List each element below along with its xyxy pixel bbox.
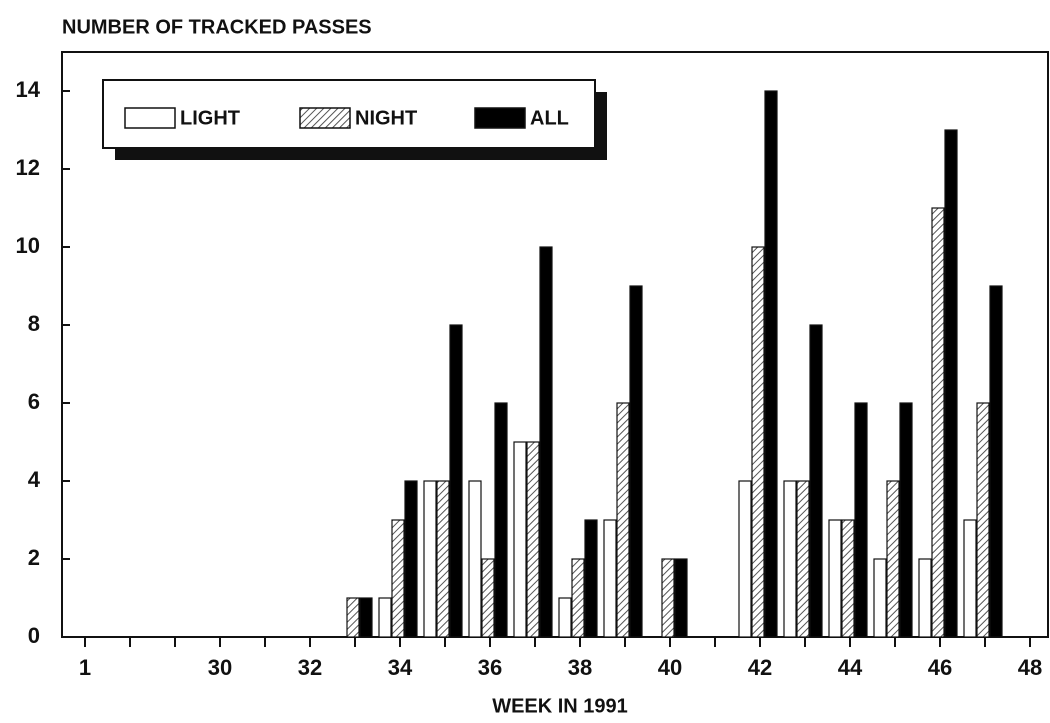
bar — [391, 519, 405, 638]
bar — [436, 480, 450, 638]
bar — [764, 90, 778, 638]
bar — [346, 597, 360, 638]
chart-title: NUMBER OF TRACKED PASSES — [62, 16, 372, 38]
bar — [359, 597, 373, 638]
bar — [976, 402, 990, 638]
legend-label: NIGHT — [355, 107, 417, 129]
bar — [674, 558, 688, 638]
x-tick-label: 32 — [298, 655, 322, 680]
bar — [796, 480, 810, 638]
legend-swatch — [299, 107, 351, 129]
x-tick-label: 30 — [208, 655, 232, 680]
x-tick-label: 46 — [928, 655, 952, 680]
bar — [404, 480, 418, 638]
legend-swatch — [124, 107, 176, 129]
x-tick-label: 38 — [568, 655, 592, 680]
bar — [854, 402, 868, 638]
y-tick-label: 8 — [28, 311, 40, 336]
bar — [513, 441, 527, 638]
y-tick-label: 0 — [28, 623, 40, 648]
bar — [449, 324, 463, 638]
bar — [661, 558, 675, 638]
y-tick-label: 4 — [28, 467, 41, 492]
x-axis-label: WEEK IN 1991 — [492, 695, 628, 717]
x-tick-label: 40 — [658, 655, 682, 680]
bar — [899, 402, 913, 638]
bar — [629, 285, 643, 638]
bar — [783, 480, 797, 638]
x-tick-label: 44 — [838, 655, 863, 680]
bar — [378, 597, 392, 638]
legend-label: ALL — [530, 107, 569, 129]
legend-swatch — [474, 107, 526, 129]
bar — [616, 402, 630, 638]
x-tick-label: 1 — [79, 655, 91, 680]
x-tick-label: 34 — [388, 655, 413, 680]
bar — [809, 324, 823, 638]
x-tick-label: 42 — [748, 655, 772, 680]
bar — [603, 519, 617, 638]
y-tick-label: 6 — [28, 389, 40, 414]
y-tick-label: 14 — [16, 77, 41, 102]
bar — [481, 558, 495, 638]
bar — [886, 480, 900, 638]
bar — [873, 558, 887, 638]
bar — [841, 519, 855, 638]
bar — [468, 480, 482, 638]
bar — [584, 519, 598, 638]
bar — [931, 207, 945, 638]
legend-label: LIGHT — [180, 107, 240, 129]
bar — [526, 441, 540, 638]
x-tick-label: 48 — [1018, 655, 1042, 680]
x-tick-label: 36 — [478, 655, 502, 680]
bar — [828, 519, 842, 638]
y-tick-label: 2 — [28, 545, 40, 570]
bar — [539, 246, 553, 638]
plot-frame — [61, 51, 1049, 638]
y-tick-label: 10 — [16, 233, 40, 258]
bar — [963, 519, 977, 638]
bar — [989, 285, 1003, 638]
bar — [423, 480, 437, 638]
y-tick-label: 12 — [16, 155, 40, 180]
bar — [738, 480, 752, 638]
bar — [918, 558, 932, 638]
bar — [558, 597, 572, 638]
bar — [571, 558, 585, 638]
bar — [944, 129, 958, 638]
bar — [494, 402, 508, 638]
bar — [751, 246, 765, 638]
